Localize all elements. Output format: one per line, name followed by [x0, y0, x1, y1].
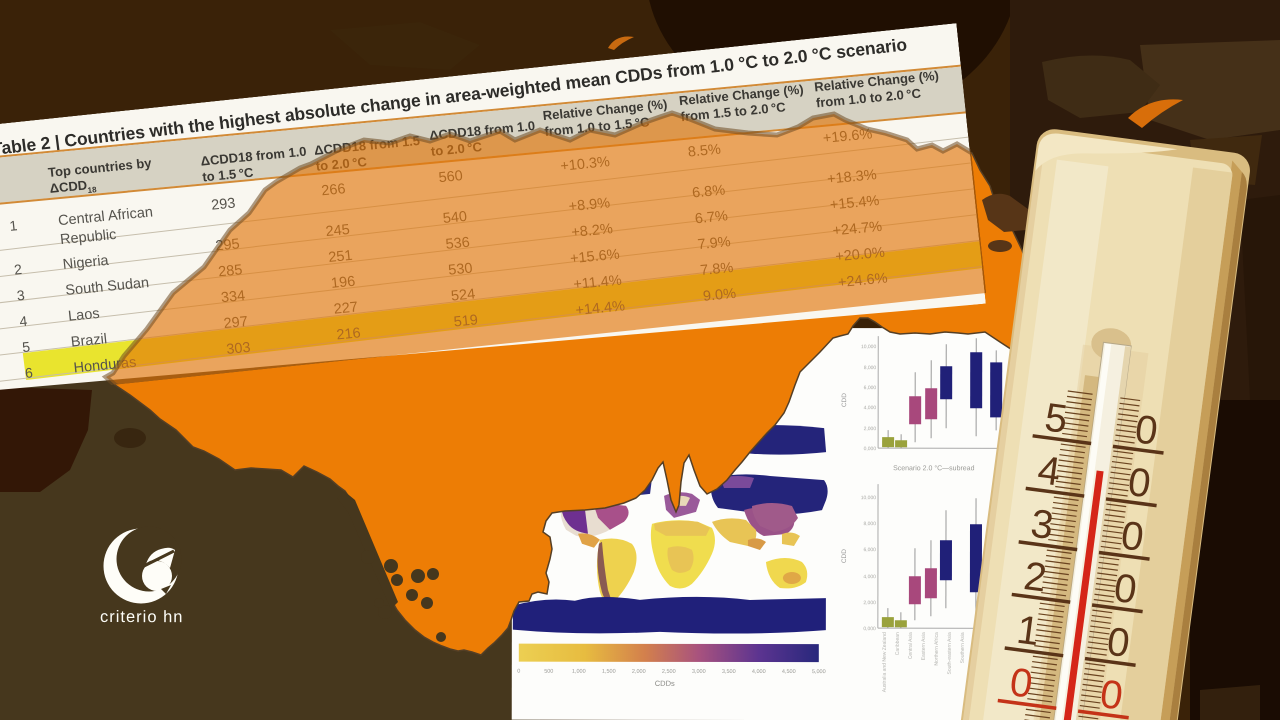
- svg-text:500: 500: [544, 669, 553, 675]
- svg-text:South-eastern Asia: South-eastern Asia: [947, 632, 953, 674]
- svg-text:10,000: 10,000: [861, 344, 877, 350]
- svg-text:10,000: 10,000: [861, 495, 877, 501]
- svg-text:Scenario 2.0 °C—subread: Scenario 2.0 °C—subread: [893, 464, 975, 472]
- svg-text:3,000: 3,000: [692, 669, 706, 675]
- svg-text:8,000: 8,000: [864, 365, 877, 371]
- svg-text:5,000: 5,000: [812, 669, 826, 675]
- svg-text:3,500: 3,500: [722, 669, 736, 675]
- svg-text:2,000: 2,000: [863, 600, 876, 606]
- svg-text:2,000: 2,000: [632, 669, 646, 675]
- svg-text:4,000: 4,000: [863, 574, 876, 580]
- svg-text:Northern Africa: Northern Africa: [934, 632, 940, 666]
- svg-text:4,000: 4,000: [864, 405, 877, 411]
- svg-text:CDD: CDD: [841, 393, 848, 407]
- svg-text:criterio hn: criterio hn: [100, 608, 183, 626]
- svg-text:1,000: 1,000: [572, 669, 586, 675]
- svg-text:Central Asia: Central Asia: [908, 632, 914, 659]
- svg-text:CDDs: CDDs: [655, 679, 675, 688]
- svg-text:2,000: 2,000: [864, 426, 877, 432]
- svg-text:2,500: 2,500: [662, 669, 676, 675]
- svg-text:0,000: 0,000: [864, 446, 877, 452]
- svg-text:4,000: 4,000: [752, 669, 766, 675]
- svg-text:0: 0: [517, 669, 520, 675]
- svg-text:0,000: 0,000: [863, 626, 876, 632]
- svg-text:Southern Asia: Southern Asia: [960, 632, 966, 663]
- svg-text:Caribbean: Caribbean: [895, 632, 901, 655]
- svg-text:Eastern Asia: Eastern Asia: [921, 632, 927, 660]
- svg-text:6,000: 6,000: [863, 547, 876, 553]
- svg-text:1,500: 1,500: [602, 669, 616, 675]
- svg-text:6,000: 6,000: [864, 385, 877, 391]
- svg-text:8,000: 8,000: [863, 521, 876, 527]
- svg-text:4,500: 4,500: [782, 669, 796, 675]
- svg-text:Australia and New Zealand: Australia and New Zealand: [882, 632, 888, 692]
- svg-text:CDD: CDD: [841, 549, 848, 563]
